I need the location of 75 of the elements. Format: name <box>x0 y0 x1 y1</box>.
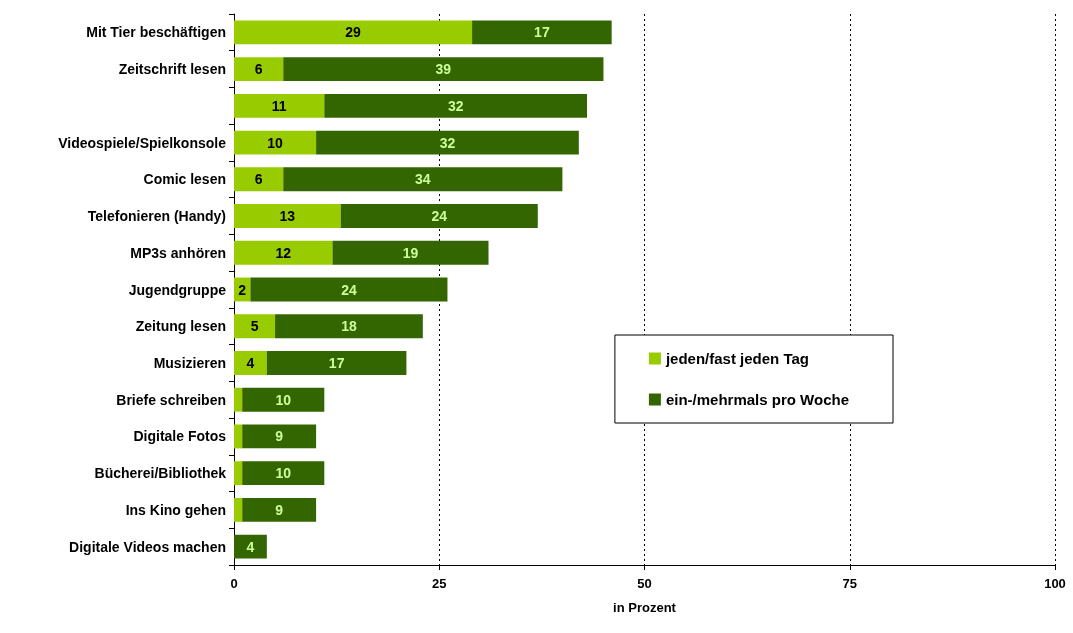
bar <box>234 204 341 228</box>
bar <box>472 20 612 45</box>
bar <box>234 130 317 155</box>
bar <box>234 351 267 375</box>
bar <box>234 240 333 265</box>
y-tick-label: Briefe schreiben <box>116 391 226 408</box>
data-label: 6 <box>254 61 263 78</box>
x-tick-label: 50 <box>637 576 652 591</box>
bar <box>324 93 588 118</box>
bar <box>234 534 267 559</box>
bar <box>234 20 473 45</box>
bar <box>242 424 317 449</box>
data-label: 24 <box>341 281 357 298</box>
bar <box>234 93 325 118</box>
legend-label: jeden/fast jeden Tag <box>664 350 809 367</box>
y-tick-label: MP3s anhören <box>130 244 226 261</box>
bar <box>234 424 243 449</box>
legend-label: ein-/mehrmals pro Woche <box>665 391 850 408</box>
y-tick-label: Zeitschrift lesen <box>118 61 226 78</box>
x-tick-label: 25 <box>432 576 447 591</box>
data-label: 39 <box>435 61 452 78</box>
bar <box>266 351 407 375</box>
bar <box>234 387 243 412</box>
bar <box>234 314 276 339</box>
data-label: 10 <box>267 134 284 151</box>
data-label: 10 <box>275 465 292 482</box>
y-tick-label: Videospiele/Spielkonsole <box>58 134 227 151</box>
data-label: 9 <box>275 428 284 445</box>
x-axis-title: in Prozent <box>613 600 677 615</box>
bar <box>250 277 448 302</box>
data-label: 32 <box>439 134 456 151</box>
data-label: 34 <box>415 171 431 188</box>
bar <box>275 314 423 339</box>
y-tick-label: Digitale Fotos <box>133 428 227 445</box>
data-label: 5 <box>250 318 259 335</box>
data-label: 9 <box>275 501 284 518</box>
bar <box>283 57 604 82</box>
bar <box>234 167 284 192</box>
data-label: 32 <box>447 97 464 114</box>
bar <box>234 57 284 82</box>
bar <box>316 130 579 155</box>
x-tick-label: 0 <box>230 576 238 591</box>
y-tick-label: Comic lesen <box>143 171 226 188</box>
data-label: 4 <box>246 354 255 371</box>
data-label: 24 <box>431 208 448 225</box>
y-tick-label: Mit Tier beschäftigen <box>86 24 226 41</box>
bar <box>234 497 243 522</box>
y-tick-label: Zeitung lesen <box>135 318 226 335</box>
data-label: 18 <box>341 318 357 335</box>
data-label: 11 <box>271 97 287 114</box>
x-tick-label: 100 <box>1044 576 1066 591</box>
bar <box>340 204 538 228</box>
y-tick-label: Bücherei/Bibliothek <box>94 465 227 482</box>
data-label: 4 <box>246 538 255 555</box>
data-label: 2 <box>238 281 247 298</box>
data-label: 12 <box>275 244 292 261</box>
bar <box>283 167 563 192</box>
data-label: 19 <box>402 244 419 261</box>
bar <box>242 497 317 522</box>
bar <box>234 461 243 486</box>
y-tick-label: Musizieren <box>153 354 226 371</box>
data-label: 6 <box>254 171 263 188</box>
y-tick-label: Jugendgruppe <box>128 281 227 298</box>
bar <box>332 240 489 265</box>
bar <box>242 387 325 412</box>
data-label: 29 <box>345 24 362 41</box>
data-label: 17 <box>534 24 550 41</box>
data-label: 17 <box>328 354 345 371</box>
x-tick-label: 75 <box>842 576 857 591</box>
data-label: 10 <box>275 391 292 408</box>
data-label: 13 <box>279 208 296 225</box>
y-tick-label: Digitale Videos machen <box>69 538 226 555</box>
y-tick-label: Telefonieren (Handy) <box>87 208 226 225</box>
bar <box>242 461 325 486</box>
y-tick-label: Ins Kino gehen <box>125 501 226 518</box>
